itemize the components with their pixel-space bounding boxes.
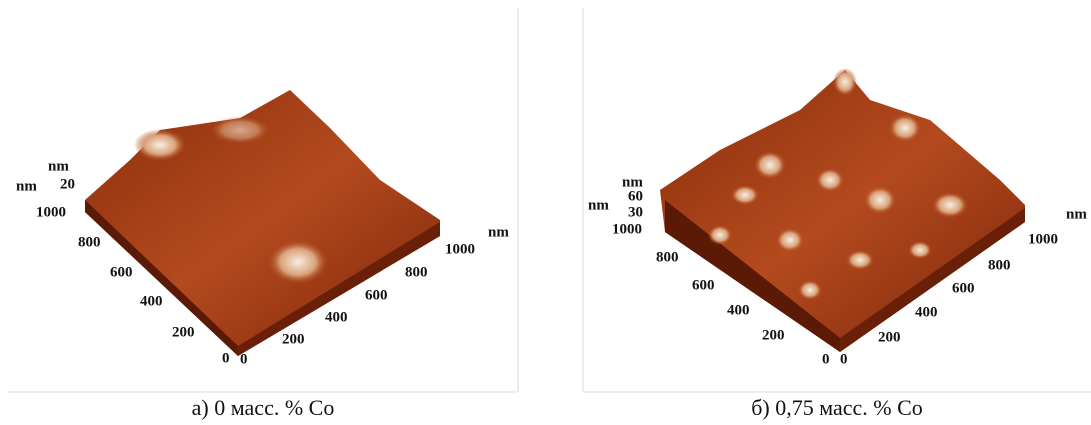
left-tick: 800 [78,234,101,250]
z-tick: 60 [628,188,643,204]
right-tick: 800 [405,264,428,280]
right-tick: 400 [325,309,348,325]
right-tick: 600 [365,287,388,303]
right-unit: nm [488,224,509,240]
surface [660,70,1025,352]
highlight [268,240,328,284]
left-tick: 600 [110,264,133,280]
left-unit: nm [588,197,609,213]
highlight [134,129,186,161]
caption: а) 0 масс. % Co [192,395,335,420]
right-tick: 200 [878,329,901,345]
left-tick: 0 [222,350,230,366]
left-tick: 200 [762,327,785,343]
panel-a: nm nm 20 1000 800 600 400 200 0 0 200 40… [8,8,518,420]
figure: nm nm 20 1000 800 600 400 200 0 0 200 40… [0,0,1091,425]
highlight [210,116,270,144]
caption: б) 0,75 масс. % Co [751,395,923,420]
right-tick: 600 [952,280,975,296]
right-unit: nm [1066,206,1087,222]
right-tick: 200 [282,331,305,347]
right-tick: 1000 [1028,231,1058,247]
left-tick: 1000 [612,221,642,237]
right-tick: 800 [988,257,1011,273]
z-tick: 30 [628,204,643,220]
z-unit: nm [48,158,69,174]
right-tick: 0 [240,351,248,367]
left-tick: 0 [822,351,830,367]
left-tick: 400 [140,293,163,309]
left-tick: 800 [656,249,679,265]
panel-b: nm nm 60 30 1000 800 600 400 200 0 0 200… [583,8,1091,420]
left-tick: 200 [172,324,195,340]
right-tick: 400 [915,304,938,320]
right-tick: 1000 [445,241,475,257]
left-unit: nm [16,178,37,194]
left-tick: 1000 [36,204,66,220]
left-tick: 400 [727,302,750,318]
right-tick: 0 [840,351,848,367]
left-tick: 600 [692,277,715,293]
z-tick: 20 [60,176,75,192]
